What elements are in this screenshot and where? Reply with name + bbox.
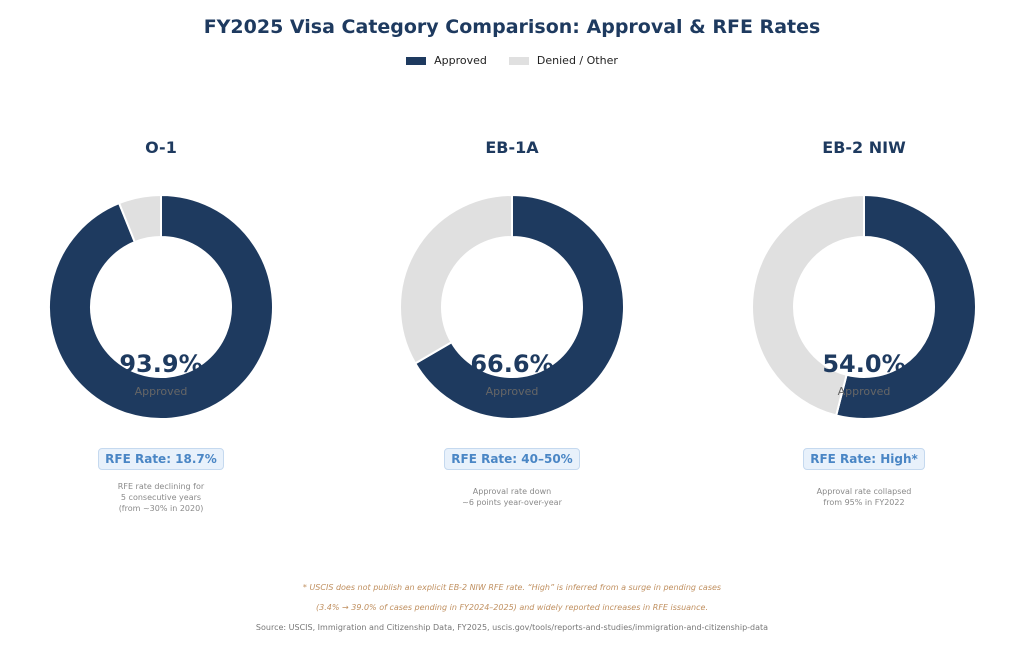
slice-approved <box>413 194 624 420</box>
slice-denied-other <box>400 194 513 365</box>
rfe-badge-wrap: RFE Rate: High* <box>714 448 1014 470</box>
rfe-badge: RFE Rate: High* <box>803 448 925 470</box>
panel-note: RFE rate declining for 5 consecutive yea… <box>117 482 205 513</box>
donut-chart: 66.6% Approved <box>400 194 624 420</box>
slices <box>752 194 976 420</box>
center-value: 93.9% <box>119 350 202 378</box>
slice-denied-other <box>117 194 162 244</box>
rfe-badge-wrap: RFE Rate: 40–50% <box>362 448 662 470</box>
slice-approved <box>834 194 976 420</box>
panel-title: EB-2 NIW <box>822 138 906 157</box>
legend-item-approved: Approved <box>406 54 487 67</box>
donut-chart: 93.9% Approved <box>49 194 273 420</box>
chart-title: FY2025 Visa Category Comparison: Approva… <box>203 16 821 38</box>
center-label: Approved <box>486 385 539 398</box>
slices <box>49 194 273 420</box>
panel-title: EB-1A <box>485 138 539 157</box>
slice-approved <box>49 194 273 420</box>
slice-denied-other <box>752 194 865 417</box>
rfe-badge: RFE Rate: 18.7% <box>98 448 224 470</box>
center-label: Approved <box>838 385 891 398</box>
footnote-line-1: * USCIS does not publish an explicit EB-… <box>302 583 722 592</box>
panel-note: Approval rate collapsed from 95% in FY20… <box>816 487 912 507</box>
footnote-line-2: (3.4% → 39.0% of cases pending in FY2024… <box>316 603 708 612</box>
center-value: 54.0% <box>822 350 905 378</box>
legend-label-approved: Approved <box>434 54 487 67</box>
panel-title: O-1 <box>145 138 177 157</box>
legend-swatch-denied <box>508 56 529 65</box>
slices <box>400 194 624 420</box>
legend-swatch-approved <box>406 56 427 65</box>
legend-label-denied: Denied / Other <box>536 54 618 67</box>
panel-note: Approval rate down ~6 points year-over-y… <box>462 487 562 507</box>
center-value: 66.6% <box>470 350 553 378</box>
legend-item-denied: Denied / Other <box>508 54 618 67</box>
legend: Approved Denied / Other <box>0 54 1024 67</box>
rfe-badge-wrap: RFE Rate: 18.7% <box>11 448 311 470</box>
center-label: Approved <box>135 385 188 398</box>
donut-chart: 54.0% Approved <box>752 194 976 420</box>
rfe-badge: RFE Rate: 40–50% <box>444 448 580 470</box>
source-note: Source: USCIS, Immigration and Citizensh… <box>255 623 769 632</box>
